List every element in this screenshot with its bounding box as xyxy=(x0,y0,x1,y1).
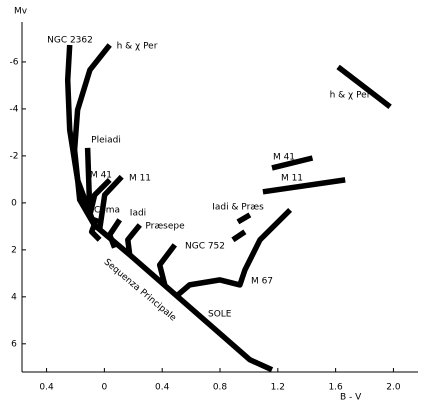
curve xyxy=(87,177,112,216)
x-tick-label: 0.4 xyxy=(39,383,54,393)
curve xyxy=(88,216,102,242)
series-label: Iadi xyxy=(130,209,146,219)
x-tick-label: 0.8 xyxy=(213,383,228,393)
series-label: NGC 2362 xyxy=(47,36,93,46)
x-tick-label: 1.6 xyxy=(328,383,343,393)
annotation: SOLE xyxy=(208,310,232,320)
curve xyxy=(125,223,142,256)
curve xyxy=(106,218,122,249)
curve xyxy=(64,44,97,226)
x-tick-label: 2.0 xyxy=(386,383,401,393)
y-tick-label: -6 xyxy=(10,57,19,67)
series-label: Præsepe xyxy=(145,222,185,232)
curve xyxy=(231,212,252,243)
series-label: M 41 xyxy=(90,171,112,181)
curve xyxy=(271,155,314,171)
series-label: M 11 xyxy=(129,174,151,184)
curve xyxy=(84,147,93,215)
y-tick-label: 4 xyxy=(11,292,17,302)
series-label: NGC 752 xyxy=(185,242,225,252)
curve xyxy=(156,243,177,286)
series-label: h & χ Per xyxy=(117,42,158,52)
curve xyxy=(92,222,274,373)
y-tick-label: 0 xyxy=(11,198,17,208)
curve xyxy=(71,43,112,227)
curve xyxy=(262,177,346,195)
series-label: M 67 xyxy=(251,277,273,287)
curve xyxy=(336,64,392,109)
series-label: M 41 xyxy=(273,153,295,163)
series-label: Iadi & Præs xyxy=(212,203,264,213)
series-label: Coma xyxy=(94,206,120,216)
series-label: Pleiadi xyxy=(91,136,121,146)
x-axis-label: B - V xyxy=(340,393,362,403)
y-tick-label: 2 xyxy=(11,245,17,255)
x-tick-label: 0.4 xyxy=(155,383,170,393)
y-tick-label: -2 xyxy=(10,151,19,161)
series-label: h & χ Per xyxy=(330,91,371,101)
x-tick-label: 1.2 xyxy=(271,383,285,393)
curve xyxy=(96,174,124,231)
y-tick-label: 6 xyxy=(11,339,17,349)
x-tick-label: 0 xyxy=(102,383,108,393)
curve xyxy=(176,207,293,297)
series-label: M 11 xyxy=(281,174,303,184)
y-tick-label: -4 xyxy=(10,104,19,114)
y-axis-label: Mv xyxy=(14,7,28,17)
